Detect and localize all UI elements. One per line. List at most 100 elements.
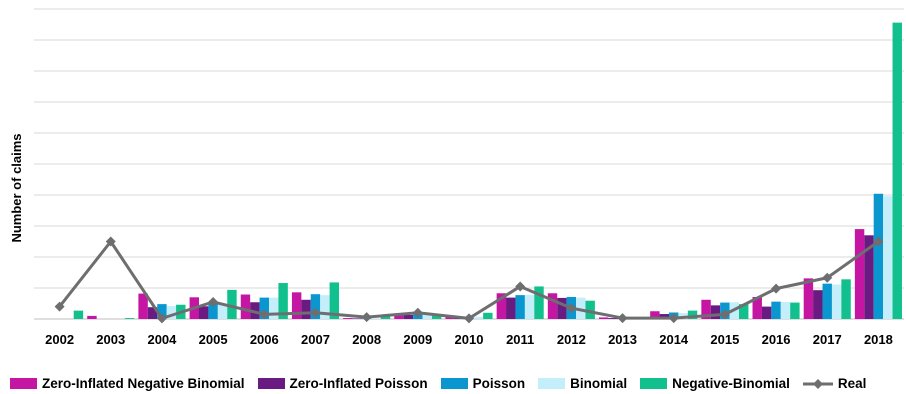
bar-zero-inflated-poisson-2011 [506,297,516,319]
bar-poisson-2006 [259,297,270,319]
bar-negative-binomial-2010 [483,312,493,319]
bar-negative-binomial-2012 [585,300,595,319]
legend-swatch-poisson [440,378,468,389]
bar-negative-binomial-2011 [534,286,544,319]
x-tick-2003: 2003 [96,332,125,347]
real-marker-2005 [208,296,219,307]
bar-zero-inflated-poisson-2005 [198,306,209,319]
bars [73,22,902,319]
real-marker-2010 [464,313,474,324]
bar-binomial-2018 [883,196,893,319]
x-tick-2011: 2011 [506,332,534,347]
x-tick-2014: 2014 [659,332,689,347]
bar-zero-inflated-poisson-2017 [813,290,823,319]
x-tick-2013: 2013 [608,332,637,347]
bar-poisson-2016 [771,301,781,319]
bar-zero-inflated-poisson-2014 [659,314,669,319]
bar-zero-inflated-negative-binomial-2018 [854,229,865,319]
bar-zero-inflated-poisson-2015 [710,305,721,319]
bar-negative-binomial-2008 [380,315,391,319]
bar-zero-inflated-negative-binomial-2007 [291,292,302,319]
legend-item-binomial: Binomial [538,376,627,391]
x-tick-2004: 2004 [147,332,177,347]
grid-lines [34,8,904,320]
bar-zero-inflated-negative-binomial-2009 [394,313,404,319]
x-tick-2009: 2009 [403,332,432,347]
bar-zero-inflated-negative-binomial-2016 [752,296,762,319]
bar-binomial-2009 [422,313,432,319]
real-marker-2004 [156,313,167,324]
legend-label-zero-inflated-poisson: Zero-Inflated Poisson [289,376,428,391]
chart: 2002 2003 2004 2005 2006 2007 2008 2009 2010 2011… [9,8,904,347]
legend-item-real: Real [802,376,867,391]
bar-zero-inflated-poisson-2013 [608,318,618,319]
bar-zero-inflated-negative-binomial-2008 [343,318,353,319]
legend-item-zero-inflated-negative-binomial: Zero-Inflated Negative Binomial [10,376,245,391]
real-marker-2015 [719,309,730,320]
bar-zero-inflated-poisson-2012 [557,297,567,319]
real-marker-2007 [310,307,321,318]
x-tick-2007: 2007 [301,332,330,347]
legend-label-real: Real [837,376,867,391]
x-tick-2010: 2010 [455,332,484,347]
legend-swatch-real [802,378,833,390]
bar-zero-inflated-negative-binomial-2006 [240,294,251,319]
real-marker-2018 [873,236,884,247]
x-tick-2006: 2006 [250,332,279,347]
legend-label-poisson: Poisson [472,376,526,391]
legend-swatch-binomial [538,378,566,389]
bar-binomial-2017 [831,284,842,319]
bar-binomial-2004 [166,305,177,319]
bar-binomial-2007 [320,295,330,319]
bar-binomial-2010 [473,316,484,319]
bar-negative-binomial-2005 [227,289,237,319]
real-marker-2016 [771,283,782,294]
legend-item-poisson: Poisson [440,376,526,391]
legend-swatch-zero-inflated-poisson [257,378,285,389]
bar-negative-binomial-2016 [790,302,800,319]
bar-zero-inflated-negative-binomial-2012 [547,293,558,319]
bar-negative-binomial-2007 [329,282,340,319]
real-series [54,236,884,324]
x-tick-2017: 2017 [813,332,842,347]
bar-negative-binomial-2002 [73,310,84,319]
bar-zero-inflated-negative-binomial-2013 [598,317,609,319]
bar-zero-inflated-poisson-2018 [864,235,874,319]
real-marker-2011 [515,281,526,292]
real-marker-2002 [54,301,65,312]
bar-poisson-2011 [515,295,525,319]
x-tick-2008: 2008 [352,332,381,347]
real-marker-2006 [259,309,270,320]
legend: Zero-Inflated Negative Binomial Zero-Infl… [10,376,866,391]
bar-binomial-2012 [576,297,586,319]
legend-swatch-negative-binomial [640,378,668,389]
real-marker-2008 [361,312,372,323]
bar-poisson-2005 [208,303,218,319]
x-tick-2005: 2005 [199,332,228,347]
legend-swatch-zero-inflated-negative-binomial [10,378,37,389]
x-tick-2012: 2012 [557,332,586,347]
bar-zero-inflated-poisson-2008 [352,318,362,319]
bar-poisson-2017 [822,283,832,319]
real-marker-2009 [412,307,423,318]
bar-binomial-2016 [780,301,791,319]
real-marker-2014 [668,313,679,324]
bar-zero-inflated-poisson-2007 [301,299,311,319]
bar-poisson-2004 [157,304,167,319]
bar-negative-binomial-2003 [124,318,135,319]
bar-zero-inflated-negative-binomial-2003 [87,315,97,319]
bar-poisson-2007 [310,294,321,319]
bar-binomial-2008 [371,318,381,319]
real-marker-2017 [822,272,833,283]
bar-zero-inflated-poisson-2009 [403,314,414,319]
bar-zero-inflated-poisson-2004 [147,307,158,319]
legend-label-zero-inflated-negative-binomial: Zero-Inflated Negative Binomial [42,376,245,391]
bar-negative-binomial-2006 [278,283,288,319]
legend-label-negative-binomial: Negative-Binomial [672,376,790,391]
real-marker-2013 [617,313,628,324]
x-tick-2002: 2002 [45,332,74,347]
x-tick-2015: 2015 [710,332,739,347]
x-tick-2018: 2018 [864,332,893,347]
y-axis-label: Number of claims [9,133,24,242]
bar-binomial-2005 [217,304,228,319]
